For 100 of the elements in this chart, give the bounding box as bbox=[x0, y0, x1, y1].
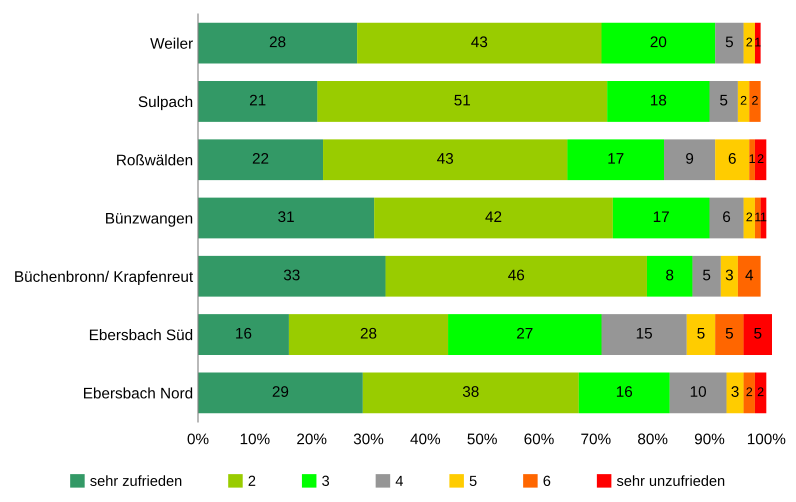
bar bbox=[715, 314, 744, 355]
data-label: 4 bbox=[745, 270, 754, 280]
data-label: 2 bbox=[758, 154, 764, 163]
data-label: 51 bbox=[454, 94, 470, 106]
bar bbox=[198, 198, 374, 238]
x-tick-label: 10% bbox=[240, 434, 270, 444]
bar bbox=[567, 139, 664, 180]
data-label: 21 bbox=[250, 94, 266, 106]
bar bbox=[198, 372, 363, 414]
bar bbox=[198, 139, 324, 180]
data-label: 17 bbox=[608, 153, 624, 164]
bar bbox=[686, 314, 716, 355]
data-label: 46 bbox=[508, 270, 524, 280]
data-label: 16 bbox=[236, 328, 252, 339]
bar bbox=[738, 81, 750, 122]
x-tick-label: 70% bbox=[581, 434, 611, 444]
legend-label: 4 bbox=[396, 476, 403, 486]
bar bbox=[709, 198, 744, 238]
bar bbox=[198, 314, 289, 355]
y-tick-label: Ebersbach Nord bbox=[84, 387, 192, 399]
x-tick-label: 30% bbox=[354, 434, 384, 444]
bar bbox=[646, 256, 692, 297]
bar bbox=[198, 22, 358, 64]
data-label: 42 bbox=[485, 211, 502, 222]
data-label: 29 bbox=[272, 386, 288, 397]
bar bbox=[709, 81, 738, 122]
data-label: 2 bbox=[746, 212, 752, 222]
y-tick-label: Sulpach bbox=[138, 96, 192, 110]
x-tick-label: 90% bbox=[694, 434, 724, 444]
data-label: 28 bbox=[360, 328, 376, 339]
data-label: 5 bbox=[703, 270, 710, 280]
data-label: 1 bbox=[755, 212, 761, 222]
bar bbox=[738, 256, 761, 297]
bar bbox=[692, 256, 721, 297]
bar bbox=[670, 372, 727, 414]
bar bbox=[386, 256, 647, 297]
data-label: 5 bbox=[754, 328, 762, 339]
data-label: 2 bbox=[746, 387, 752, 396]
bar bbox=[715, 139, 750, 180]
bar bbox=[317, 81, 608, 122]
bar bbox=[357, 22, 602, 64]
data-label: 6 bbox=[723, 211, 730, 222]
bar bbox=[362, 372, 579, 414]
bar bbox=[448, 314, 602, 355]
y-tick-label: Büchenbronn/ Krapfenreut bbox=[15, 270, 194, 285]
x-tick-label: 100% bbox=[748, 434, 786, 444]
x-tick-label: 80% bbox=[638, 434, 668, 444]
data-label: 27 bbox=[517, 328, 533, 339]
bar bbox=[198, 256, 386, 297]
bar bbox=[602, 22, 716, 64]
bar bbox=[374, 198, 613, 238]
y-tick-label: Weiler bbox=[150, 38, 193, 49]
data-label: 43 bbox=[437, 152, 454, 164]
bar bbox=[760, 198, 766, 238]
bar bbox=[754, 139, 766, 180]
data-label: 5 bbox=[726, 36, 733, 48]
data-label: 2 bbox=[758, 387, 764, 396]
data-label: 2 bbox=[740, 96, 746, 105]
y-tick-label: Roßwälden bbox=[117, 154, 192, 166]
bar bbox=[754, 22, 761, 64]
data-label: 28 bbox=[270, 36, 286, 48]
legend-label: sehr zufrieden bbox=[90, 475, 182, 486]
data-label: 18 bbox=[651, 94, 666, 106]
data-label: 16 bbox=[616, 386, 632, 397]
legend-label: 3 bbox=[322, 476, 330, 486]
data-label: 3 bbox=[726, 270, 733, 280]
bar bbox=[720, 256, 738, 297]
x-tick-label: 0% bbox=[188, 434, 208, 444]
y-tick-label: Ebersbach Süd bbox=[90, 329, 192, 340]
data-label: 17 bbox=[654, 211, 669, 222]
bar bbox=[754, 198, 761, 238]
data-label: 10 bbox=[690, 386, 706, 397]
legend-label: sehr unzufrieden bbox=[616, 475, 724, 486]
data-label: 9 bbox=[686, 152, 694, 164]
data-label: 15 bbox=[636, 328, 652, 339]
bar bbox=[749, 139, 755, 180]
data-label: 38 bbox=[462, 386, 479, 397]
data-label: 8 bbox=[666, 270, 674, 280]
data-label: 1 bbox=[750, 154, 755, 163]
data-label: 31 bbox=[278, 211, 294, 222]
data-label: 5 bbox=[720, 94, 728, 106]
bar bbox=[744, 22, 755, 64]
bar bbox=[744, 314, 772, 355]
bar bbox=[715, 22, 744, 64]
bar bbox=[323, 139, 568, 180]
data-label: 1 bbox=[760, 212, 766, 222]
bar bbox=[726, 372, 744, 414]
data-label: 22 bbox=[252, 152, 268, 164]
bar bbox=[607, 81, 710, 122]
bar bbox=[578, 372, 670, 414]
bar bbox=[288, 314, 448, 355]
bar bbox=[754, 372, 766, 414]
legend-label: 5 bbox=[470, 476, 477, 486]
bar bbox=[198, 81, 318, 122]
y-tick-label: Bünzwangen bbox=[106, 213, 192, 227]
bar bbox=[602, 314, 687, 355]
bar bbox=[744, 198, 755, 238]
data-label: 6 bbox=[728, 152, 736, 164]
data-label: 5 bbox=[697, 328, 705, 339]
bar bbox=[744, 372, 755, 414]
